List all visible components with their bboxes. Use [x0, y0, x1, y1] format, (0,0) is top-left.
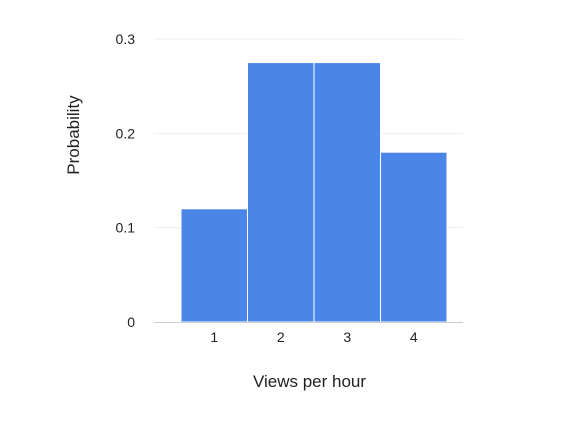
x-tick-label: 3 [343, 329, 351, 345]
y-tick-label: 0.3 [116, 31, 136, 47]
bar-1 [180, 208, 248, 323]
x-tick-label: 2 [277, 329, 285, 345]
bar-2 [247, 62, 315, 323]
bars [180, 62, 448, 323]
bar-4 [380, 151, 448, 323]
y-tick-label: 0 [127, 314, 135, 330]
x-tick-label: 1 [210, 329, 218, 345]
x-axis-title: Views per hour [253, 372, 366, 391]
bar-3 [313, 62, 381, 323]
y-axis-title: Probability [64, 95, 83, 175]
x-tick-labels: 1 2 3 4 [210, 329, 418, 345]
y-tick-label: 0.1 [116, 220, 136, 236]
y-tick-label: 0.2 [116, 125, 136, 141]
x-tick-label: 4 [410, 329, 418, 345]
y-tick-labels: 0 0.1 0.2 0.3 [116, 31, 136, 330]
